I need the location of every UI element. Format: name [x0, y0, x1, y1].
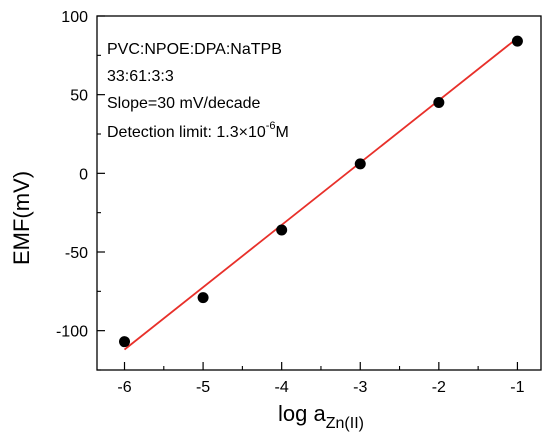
- annotation-ratio: 33:61:3:3: [107, 68, 174, 85]
- y-tick-label: 100: [61, 9, 88, 26]
- x-tick-label: -4: [275, 379, 289, 396]
- data-point: [354, 158, 366, 170]
- x-axis-label: log aZn(II): [278, 401, 364, 432]
- annotation-detection-main: Detection limit: 1.3×10: [107, 124, 266, 141]
- plot-area-border: [96, 15, 542, 371]
- annotation-detection-unit: M: [276, 124, 289, 141]
- y-axis-label: EMF(mV): [9, 171, 34, 265]
- x-axis-ticks: -6 -5 -4 -3 -2 -1: [117, 362, 525, 396]
- data-point: [276, 224, 288, 236]
- data-point: [197, 292, 209, 304]
- annotation-block: PVC:NPOE:DPA:NaTPB 33:61:3:3 Slope=30 mV…: [107, 41, 289, 141]
- x-axis-label-subscript: Zn(II): [326, 415, 364, 432]
- y-axis-ticks: -100 -50 0 50 100: [56, 9, 105, 371]
- fit-line-group: [123, 37, 518, 351]
- y-tick-label: -100: [56, 324, 88, 341]
- data-point: [433, 97, 445, 109]
- y-tick-label: 50: [70, 88, 88, 105]
- annotation-slope: Slope=30 mV/decade: [107, 95, 261, 112]
- data-point: [511, 35, 523, 47]
- annotation-detection-exponent: -6: [266, 120, 276, 132]
- data-points: [119, 35, 523, 348]
- plot-frame: [96, 15, 542, 371]
- x-tick-label: -2: [432, 379, 446, 396]
- annotation-detection-limit: Detection limit: 1.3×10-6M: [107, 120, 289, 141]
- y-tick-label: -50: [65, 245, 88, 262]
- x-tick-label: -5: [196, 379, 210, 396]
- linear-fit-line: [123, 37, 518, 351]
- x-tick-label: -1: [510, 379, 524, 396]
- x-tick-label: -6: [117, 379, 131, 396]
- annotation-composition: PVC:NPOE:DPA:NaTPB: [107, 41, 282, 58]
- y-tick-label: 0: [79, 166, 88, 183]
- x-axis-label-main: log a: [278, 401, 326, 426]
- x-tick-label: -3: [353, 379, 367, 396]
- data-point: [119, 336, 131, 348]
